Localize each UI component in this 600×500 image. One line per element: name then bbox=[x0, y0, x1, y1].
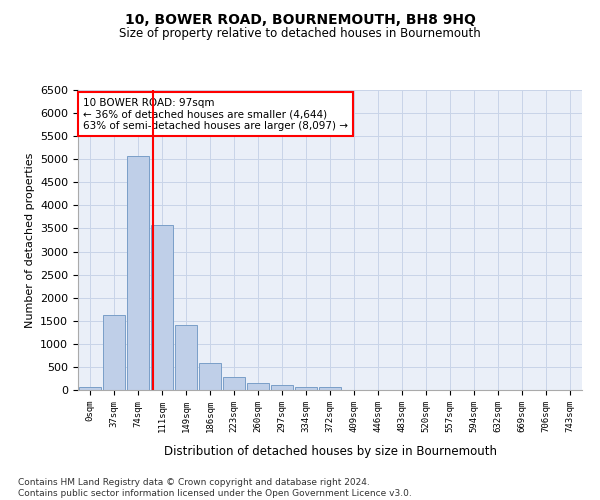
Bar bbox=[175, 325, 197, 390]
Bar bbox=[151, 225, 173, 390]
Text: Size of property relative to detached houses in Bournemouth: Size of property relative to detached ho… bbox=[119, 28, 481, 40]
Bar bbox=[103, 315, 125, 390]
Text: Distribution of detached houses by size in Bournemouth: Distribution of detached houses by size … bbox=[163, 445, 497, 458]
Bar bbox=[271, 386, 293, 390]
Bar bbox=[295, 386, 317, 390]
Bar bbox=[319, 387, 341, 390]
Y-axis label: Number of detached properties: Number of detached properties bbox=[25, 152, 35, 328]
Text: 10 BOWER ROAD: 97sqm
← 36% of detached houses are smaller (4,644)
63% of semi-de: 10 BOWER ROAD: 97sqm ← 36% of detached h… bbox=[83, 98, 348, 130]
Bar bbox=[223, 376, 245, 390]
Bar bbox=[79, 387, 101, 390]
Text: Contains HM Land Registry data © Crown copyright and database right 2024.
Contai: Contains HM Land Registry data © Crown c… bbox=[18, 478, 412, 498]
Bar bbox=[127, 156, 149, 390]
Bar bbox=[199, 363, 221, 390]
Bar bbox=[247, 384, 269, 390]
Text: 10, BOWER ROAD, BOURNEMOUTH, BH8 9HQ: 10, BOWER ROAD, BOURNEMOUTH, BH8 9HQ bbox=[125, 12, 475, 26]
